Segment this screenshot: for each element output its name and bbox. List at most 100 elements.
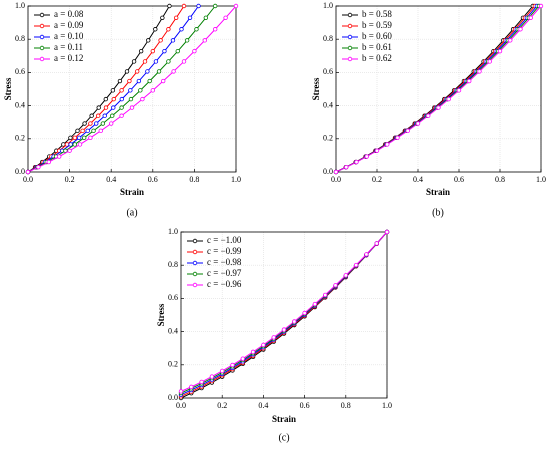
legend-label: a = 0.11 <box>54 42 83 52</box>
marker <box>166 27 171 32</box>
legend-label: a = 0.08 <box>54 9 84 19</box>
legend-label: c = −0.96 <box>207 279 242 289</box>
y-axis-label: Stress <box>156 303 166 326</box>
marker <box>160 15 165 20</box>
marker <box>129 105 135 110</box>
marker <box>108 121 114 126</box>
legend-marker <box>192 249 198 255</box>
marker <box>312 301 318 307</box>
marker <box>271 335 276 340</box>
marker <box>467 78 472 84</box>
marker <box>192 48 197 54</box>
marker <box>333 169 339 175</box>
legend-label: b = 0.58 <box>362 9 392 19</box>
legend-label: c = −0.99 <box>207 246 242 256</box>
marker <box>76 135 82 141</box>
marker <box>103 96 108 102</box>
y-tick-label: 0.8 <box>15 34 25 43</box>
marker <box>508 38 513 43</box>
marker <box>81 135 87 141</box>
panel-label: (b) <box>432 207 444 218</box>
marker <box>128 88 133 93</box>
marker <box>138 48 144 54</box>
legend-marker <box>39 12 45 18</box>
y-tick-label: 0.2 <box>323 134 333 143</box>
marker <box>456 88 462 93</box>
marker <box>436 105 441 110</box>
marker <box>156 69 162 74</box>
marker <box>223 15 228 20</box>
marker <box>96 105 101 110</box>
marker <box>110 113 115 118</box>
marker <box>119 88 124 93</box>
marker <box>212 27 218 32</box>
marker <box>158 38 163 43</box>
y-tick-label: 0.4 <box>323 100 333 109</box>
marker <box>184 38 190 43</box>
y-tick-label: 0.2 <box>15 134 25 143</box>
legend-label: b = 0.60 <box>362 31 392 41</box>
y-tick-label: 0.2 <box>168 360 178 369</box>
marker <box>153 27 158 32</box>
x-tick-label: 1.0 <box>382 401 392 410</box>
y-tick-label: 1.0 <box>323 1 333 10</box>
panel-label: (c) <box>278 432 289 443</box>
marker <box>162 48 167 54</box>
marker <box>384 229 390 235</box>
marker <box>36 164 41 170</box>
legend-label: b = 0.59 <box>362 20 392 30</box>
x-axis-label: Strain <box>120 187 144 197</box>
marker <box>150 48 155 54</box>
marker <box>72 142 77 147</box>
marker <box>292 319 297 324</box>
x-tick-label: 0.0 <box>23 175 33 184</box>
marker <box>25 169 31 175</box>
legend-label: c = −0.98 <box>207 257 242 267</box>
marker <box>153 59 159 64</box>
legend-label: c = −0.97 <box>207 268 242 278</box>
legend-marker <box>347 12 353 18</box>
marker <box>353 262 359 268</box>
marker <box>61 142 66 147</box>
legend-label: a = 0.12 <box>54 53 83 63</box>
marker <box>374 148 380 153</box>
legend-marker <box>39 56 45 62</box>
marker <box>85 128 90 134</box>
legend-marker <box>192 271 198 277</box>
marker <box>145 69 150 74</box>
legend-marker <box>192 260 198 266</box>
x-tick-label: 0.4 <box>106 175 116 184</box>
marker <box>111 105 116 110</box>
marker <box>528 15 533 20</box>
marker <box>117 78 123 84</box>
marker <box>202 38 207 43</box>
x-tick-label: 0.2 <box>217 401 227 410</box>
marker <box>131 59 137 64</box>
y-tick-label: 0.0 <box>15 167 25 176</box>
y-tick-label: 0.6 <box>168 293 178 302</box>
x-tick-label: 0.2 <box>65 175 75 184</box>
marker <box>189 384 194 390</box>
marker <box>119 96 125 102</box>
x-axis-label: Strain <box>426 187 450 197</box>
marker <box>136 78 142 84</box>
panel: 0.0 0.2 0.4 0.6 0.8 1.0 0.0 0.2 0.4 0.6 0.8 1.0 Stra… <box>156 227 392 443</box>
legend-marker <box>39 23 45 29</box>
marker <box>68 135 73 141</box>
marker <box>302 310 307 316</box>
legend-label: b = 0.61 <box>362 42 392 52</box>
x-axis-label: Strain <box>272 414 296 424</box>
marker <box>128 96 134 102</box>
legend-marker <box>347 23 353 29</box>
marker <box>181 59 187 64</box>
marker <box>150 88 155 93</box>
y-tick-label: 0.6 <box>15 67 25 76</box>
legend-label: c = −1.00 <box>207 235 242 245</box>
marker <box>212 3 218 9</box>
y-axis-label: Stress <box>3 77 13 100</box>
y-tick-label: 0.8 <box>323 34 333 43</box>
legend-marker <box>39 45 45 51</box>
x-tick-label: 0.8 <box>341 401 351 410</box>
y-tick-label: 0.6 <box>323 67 333 76</box>
